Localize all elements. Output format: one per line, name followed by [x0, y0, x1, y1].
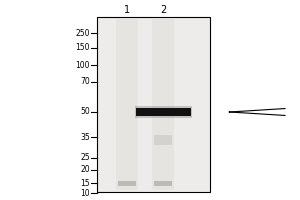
Text: 20: 20: [80, 166, 90, 174]
Bar: [136, 108, 190, 116]
Text: 150: 150: [76, 44, 90, 52]
Text: 50: 50: [80, 108, 90, 116]
Bar: [116, 19, 138, 190]
Bar: [118, 180, 136, 186]
Text: 35: 35: [80, 132, 90, 142]
Bar: [152, 19, 174, 190]
Bar: [97, 17, 210, 192]
Text: 15: 15: [80, 178, 90, 188]
Text: 250: 250: [76, 28, 90, 38]
Text: 100: 100: [76, 60, 90, 70]
Text: 70: 70: [80, 77, 90, 86]
Text: 1: 1: [124, 5, 130, 15]
Bar: [154, 180, 172, 186]
Text: 2: 2: [160, 5, 166, 15]
Bar: [136, 108, 190, 116]
Text: 25: 25: [80, 154, 90, 162]
Text: 10: 10: [80, 188, 90, 198]
Bar: [134, 106, 191, 118]
Bar: [154, 135, 172, 145]
